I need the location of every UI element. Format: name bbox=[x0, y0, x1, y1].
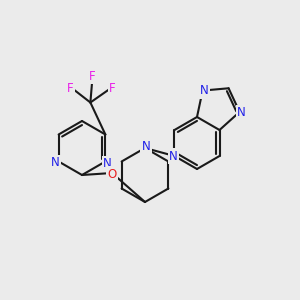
Text: N: N bbox=[142, 140, 150, 154]
Text: F: F bbox=[89, 70, 96, 83]
Text: N: N bbox=[103, 157, 112, 170]
Text: N: N bbox=[200, 84, 209, 97]
Text: N: N bbox=[237, 106, 246, 119]
Text: O: O bbox=[107, 167, 117, 181]
Text: F: F bbox=[67, 82, 74, 95]
Text: N: N bbox=[51, 156, 60, 169]
Text: N: N bbox=[169, 149, 178, 163]
Text: F: F bbox=[109, 82, 116, 95]
